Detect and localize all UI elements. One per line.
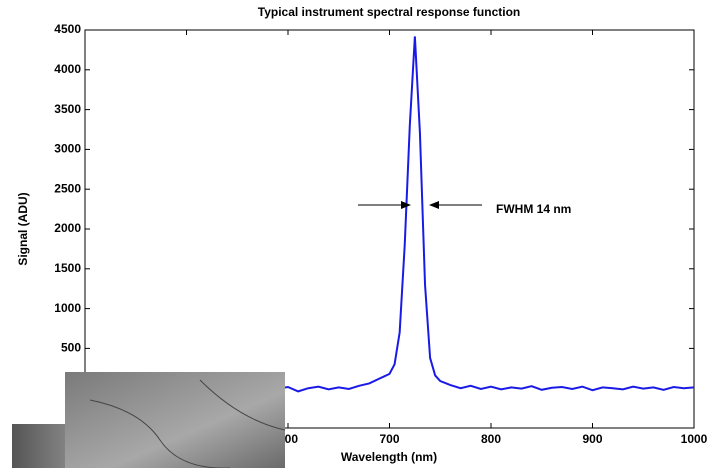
- thumbnail-image: [12, 424, 72, 468]
- y-tick-label: 4000: [54, 62, 81, 76]
- x-tick-label: 900: [582, 432, 602, 446]
- y-tick-label: 1000: [54, 301, 81, 315]
- chart-title: Typical instrument spectral response fun…: [258, 5, 521, 19]
- y-tick-label: 2000: [54, 221, 81, 235]
- x-tick-label: 700: [379, 432, 399, 446]
- y-tick-label: 4500: [54, 22, 81, 36]
- thumbnail-image: [65, 372, 285, 468]
- y-tick-label: 1500: [54, 261, 81, 275]
- y-tick-label: 500: [61, 341, 81, 355]
- x-axis-label: Wavelength (nm): [341, 450, 437, 464]
- x-tick-label: 800: [481, 432, 501, 446]
- y-tick-label: 2500: [54, 181, 81, 195]
- annotation: FWHM 14 nm: [496, 202, 571, 216]
- y-axis-label: Signal (ADU): [16, 192, 30, 265]
- plot-frame: [84, 29, 695, 429]
- y-tick-label: 3000: [54, 142, 81, 156]
- image-detail: [89, 379, 286, 469]
- y-tick-label: 3500: [54, 102, 81, 116]
- x-tick-label: 1000: [681, 432, 708, 446]
